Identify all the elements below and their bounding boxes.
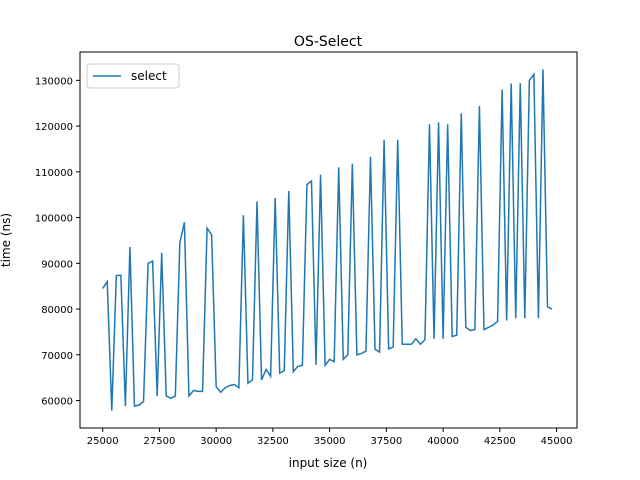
x-axis-label: input size (n) bbox=[289, 456, 368, 470]
x-tick-label: 40000 bbox=[427, 436, 459, 447]
x-tick-label: 35000 bbox=[314, 436, 346, 447]
y-tick-label: 70000 bbox=[41, 351, 73, 362]
x-tick-label: 30000 bbox=[200, 436, 232, 447]
legend-label: select bbox=[131, 69, 167, 83]
axes-frame bbox=[79, 51, 578, 429]
x-tick-label: 27500 bbox=[144, 436, 176, 447]
y-tick-label: 130000 bbox=[35, 76, 73, 87]
y-tick-label: 110000 bbox=[35, 168, 73, 179]
x-tick-label: 32500 bbox=[257, 436, 289, 447]
y-tick-label: 120000 bbox=[35, 122, 73, 133]
x-tick-label: 45000 bbox=[541, 436, 573, 447]
x-tick-label: 25000 bbox=[87, 436, 119, 447]
y-tick-label: 60000 bbox=[41, 397, 73, 408]
legend-box bbox=[86, 63, 180, 89]
line-series bbox=[102, 69, 553, 411]
y-tick-label: 100000 bbox=[35, 214, 73, 225]
x-tick-label: 42500 bbox=[484, 436, 516, 447]
x-tick-label: 37500 bbox=[370, 436, 402, 447]
y-tick-label: 80000 bbox=[41, 305, 73, 316]
y-axis-label: time (ns) bbox=[0, 213, 13, 267]
chart-title: OS-Select bbox=[294, 34, 363, 50]
y-tick-label: 90000 bbox=[41, 259, 73, 270]
